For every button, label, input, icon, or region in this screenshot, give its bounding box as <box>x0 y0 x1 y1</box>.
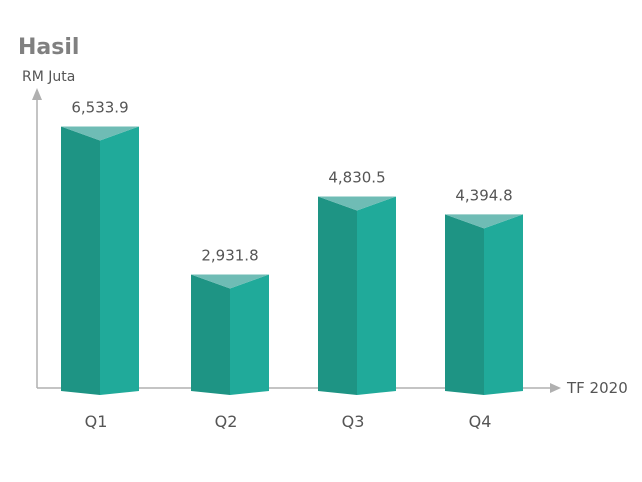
bar-face-right <box>484 214 523 395</box>
bar-face-left <box>61 126 100 396</box>
bar-top-face <box>318 196 396 211</box>
category-label: Q3 <box>342 412 365 431</box>
category-label: Q1 <box>85 412 108 431</box>
value-label: 4,394.8 <box>455 186 512 204</box>
bars-group: 6,533.9 Q1 2,931.8 Q2 4,830.5 Q3 4,394.8 Q4 <box>61 98 523 431</box>
value-label: 4,830.5 <box>328 168 385 186</box>
chart-title: Hasil <box>18 35 79 60</box>
y-axis-arrow <box>32 88 42 100</box>
bar-face-left <box>445 214 484 395</box>
bar-face-left <box>318 196 357 395</box>
bar-face-right <box>230 274 269 395</box>
value-label: 2,931.8 <box>201 247 258 265</box>
value-label: 6,533.9 <box>71 98 128 116</box>
category-label: Q2 <box>215 412 238 431</box>
bar-face-right <box>357 196 396 395</box>
bar-q1: 6,533.9 Q1 <box>61 98 139 431</box>
bar-face-right <box>100 126 139 396</box>
bar-q3: 4,830.5 Q3 <box>318 168 396 431</box>
x-axis-arrow <box>550 383 561 393</box>
bar-face-left <box>191 274 230 395</box>
bar-top-face <box>61 126 139 141</box>
bar-top-face <box>445 214 523 229</box>
category-label: Q4 <box>469 412 492 431</box>
bar-q4: 4,394.8 Q4 <box>445 186 523 431</box>
bar-q2: 2,931.8 Q2 <box>191 247 269 431</box>
x-axis-label: TF 2020 <box>566 379 628 397</box>
y-axis-label: RM Juta <box>22 69 75 85</box>
bar-top-face <box>191 274 269 289</box>
